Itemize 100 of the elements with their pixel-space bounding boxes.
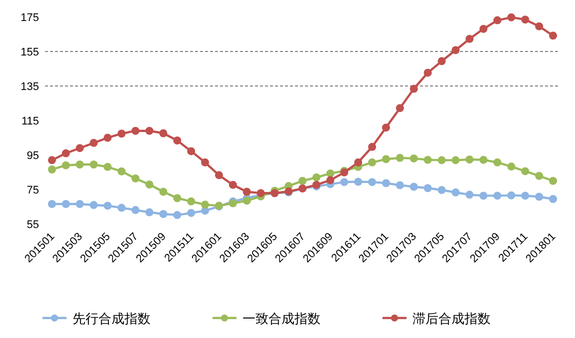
y-tick-label: 175 — [20, 12, 39, 24]
point — [298, 176, 306, 185]
point — [62, 161, 70, 170]
point — [104, 162, 112, 171]
point — [201, 200, 210, 209]
point — [62, 149, 70, 158]
legend-item: 一致合成指数 — [212, 311, 320, 326]
point — [90, 160, 98, 168]
point — [410, 84, 418, 93]
point — [145, 126, 154, 135]
point — [242, 188, 251, 196]
point — [173, 136, 182, 145]
point — [466, 155, 474, 164]
point — [479, 156, 488, 164]
point — [118, 167, 126, 176]
point — [118, 204, 126, 212]
point — [549, 32, 558, 40]
point — [396, 181, 404, 190]
point — [187, 147, 196, 156]
point — [131, 174, 140, 182]
point — [479, 24, 488, 33]
point — [493, 16, 502, 24]
point — [466, 34, 474, 43]
point — [535, 22, 544, 30]
y-tick-label: 55 — [26, 219, 39, 231]
y-tick-label: 135 — [20, 81, 39, 93]
point — [507, 13, 516, 22]
point — [159, 188, 168, 196]
legend-item: 先行合成指数 — [42, 311, 150, 326]
point — [493, 192, 502, 200]
point — [521, 167, 530, 176]
point — [48, 165, 56, 174]
point — [131, 126, 140, 135]
point — [354, 158, 362, 166]
point — [187, 197, 196, 206]
legend-label: 一致合成指数 — [242, 311, 320, 326]
point — [62, 200, 70, 208]
legend-label: 先行合成指数 — [72, 311, 150, 326]
point — [214, 171, 223, 180]
point — [76, 144, 84, 152]
point — [396, 104, 404, 112]
point — [354, 178, 362, 186]
point — [452, 188, 460, 196]
point — [521, 16, 530, 24]
point — [159, 210, 168, 218]
y-tick-label: 115 — [21, 116, 39, 128]
point — [410, 154, 418, 162]
point — [48, 200, 56, 208]
point — [104, 134, 112, 142]
point — [382, 179, 390, 188]
y-tick-label: 95 — [26, 150, 39, 162]
point — [326, 176, 334, 184]
point — [466, 190, 474, 199]
point — [145, 180, 154, 188]
point — [228, 180, 237, 189]
point — [438, 186, 446, 194]
point — [382, 124, 390, 132]
point — [507, 191, 516, 200]
point — [438, 156, 446, 164]
point — [90, 201, 98, 210]
point — [76, 200, 84, 208]
point — [493, 158, 502, 166]
point — [326, 169, 334, 178]
point — [368, 158, 376, 166]
point — [452, 46, 460, 54]
point — [410, 182, 418, 191]
point — [76, 160, 84, 168]
point — [368, 142, 376, 151]
point — [145, 208, 154, 216]
point — [242, 196, 251, 205]
point — [159, 129, 168, 138]
point — [187, 208, 196, 217]
point — [507, 162, 516, 171]
point — [382, 155, 390, 164]
point — [535, 192, 544, 201]
y-tick-label: 155 — [20, 46, 39, 58]
point — [424, 156, 432, 164]
point — [312, 173, 320, 182]
point — [479, 192, 488, 200]
point — [424, 68, 432, 77]
point — [48, 156, 56, 164]
point — [173, 211, 182, 220]
point — [438, 57, 446, 66]
point — [396, 154, 404, 162]
point — [549, 176, 558, 185]
y-tick-label: 75 — [26, 184, 39, 196]
point — [90, 138, 98, 147]
point — [201, 158, 210, 166]
point — [104, 202, 112, 210]
point — [173, 194, 182, 202]
point — [452, 156, 460, 164]
point — [424, 184, 432, 192]
point — [340, 178, 348, 186]
point — [521, 192, 530, 200]
point — [368, 178, 376, 186]
point — [549, 194, 558, 203]
legend-label: 滞后合成指数 — [412, 311, 490, 326]
point — [131, 206, 140, 214]
point — [118, 130, 126, 138]
point — [535, 172, 544, 180]
